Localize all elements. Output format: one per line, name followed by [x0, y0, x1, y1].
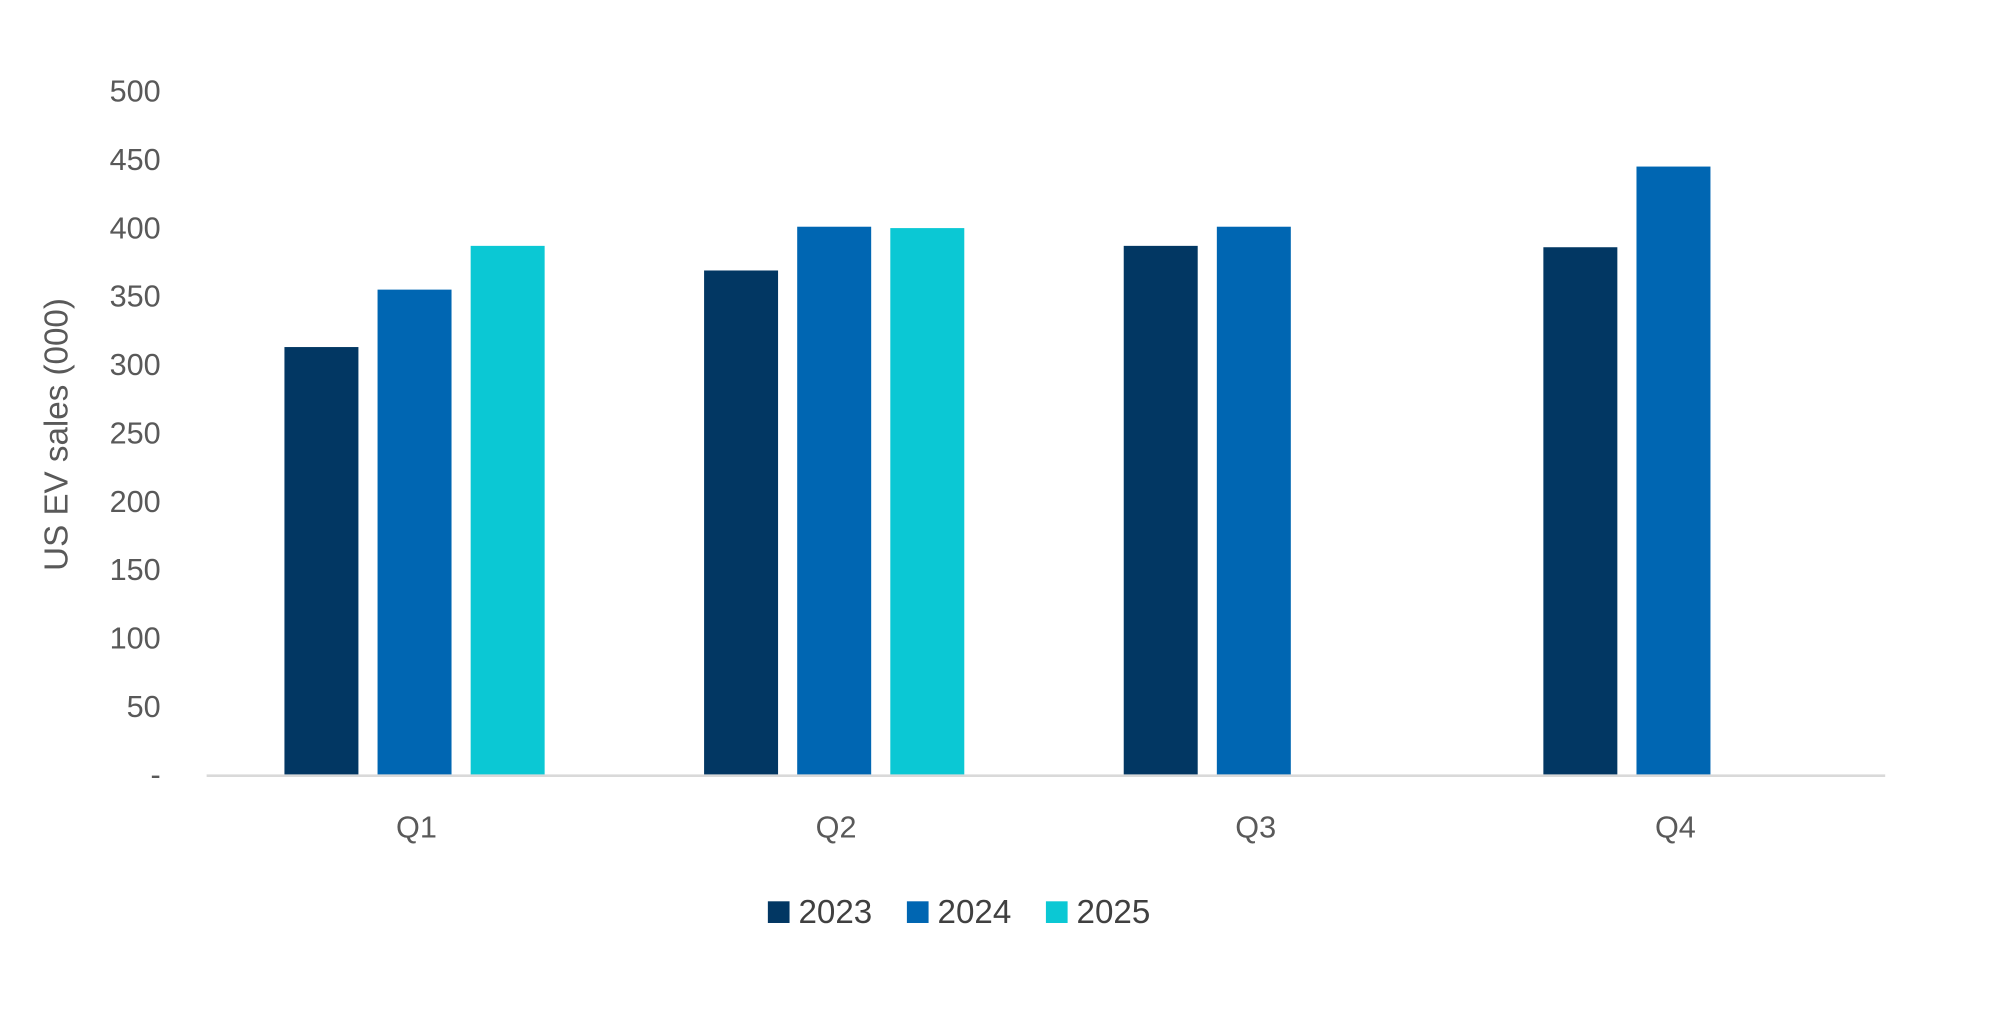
legend-swatch — [1045, 901, 1068, 923]
x-tick-label: Q2 — [816, 811, 857, 845]
legend-label: 2025 — [1077, 894, 1151, 931]
bar-2025-Q1 — [470, 245, 545, 776]
legend-label: 2023 — [798, 894, 872, 931]
y-tick-label: 300 — [110, 348, 161, 382]
bar-2025-Q2 — [890, 228, 965, 776]
bar-2023-Q1 — [284, 347, 359, 776]
bar-2024-Q1 — [377, 289, 452, 776]
legend-item-2024: 2024 — [906, 894, 1012, 931]
y-tick-label: 50 — [127, 690, 161, 724]
y-tick-label: 100 — [110, 621, 161, 655]
x-tick-label: Q3 — [1235, 811, 1276, 845]
legend-label: 2024 — [938, 894, 1012, 931]
legend-item-2025: 2025 — [1045, 894, 1151, 931]
bar-2023-Q4 — [1543, 247, 1618, 776]
bar-2024-Q3 — [1216, 226, 1291, 776]
bar-2023-Q3 — [1123, 245, 1198, 776]
bar-2023-Q2 — [704, 270, 779, 776]
y-axis-label: US EV sales (000) — [39, 298, 76, 571]
y-tick-label: 200 — [110, 485, 161, 519]
legend-swatch — [767, 901, 790, 923]
y-tick-label: 500 — [110, 75, 161, 109]
y-tick-label: 250 — [110, 416, 161, 450]
y-tick-label: 350 — [110, 280, 161, 314]
x-tick-label: Q4 — [1655, 811, 1696, 845]
bar-2024-Q2 — [797, 226, 872, 776]
y-tick-label: 400 — [110, 211, 161, 245]
legend-swatch — [906, 901, 929, 923]
y-tick-label: - — [151, 758, 161, 792]
y-tick-label: 150 — [110, 553, 161, 587]
y-tick-label: 450 — [110, 143, 161, 177]
bar-2024-Q4 — [1636, 166, 1711, 776]
x-tick-label: Q1 — [396, 811, 437, 845]
legend-item-2023: 2023 — [767, 894, 872, 931]
